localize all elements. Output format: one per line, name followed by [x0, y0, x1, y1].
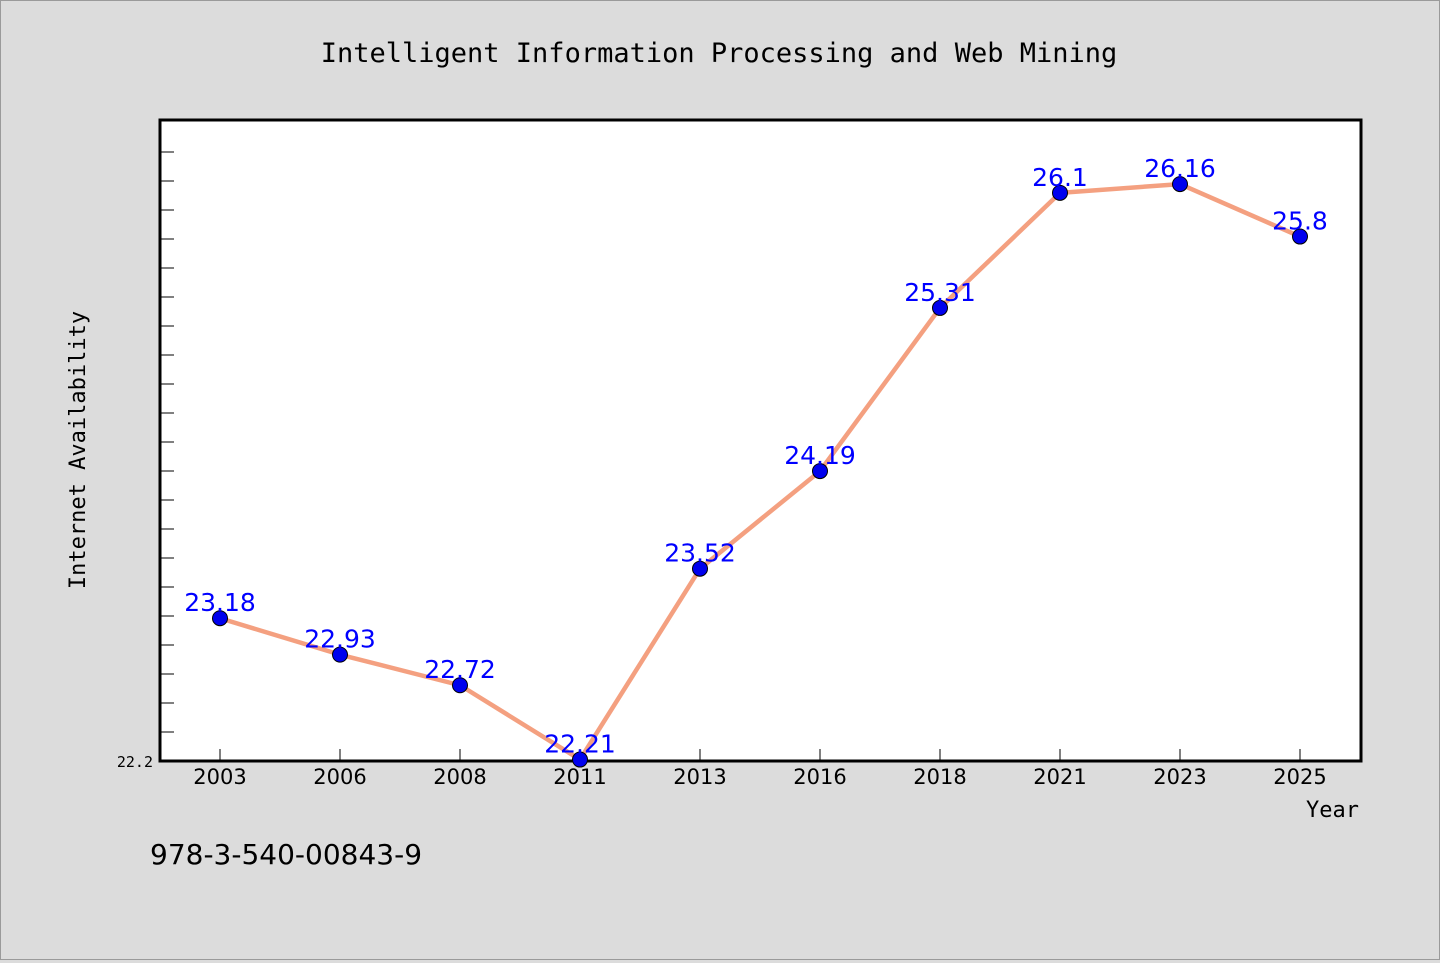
- x-tick-label: 2021: [1033, 765, 1086, 789]
- data-point: [1052, 184, 1068, 201]
- chart-title: Intelligent Information Processing and W…: [321, 38, 1118, 69]
- x-tick-label: 2025: [1273, 765, 1326, 789]
- data-point: [452, 677, 468, 694]
- series-line: [217, 181, 1303, 762]
- data-label: 24.19: [784, 441, 856, 470]
- data-point: [1292, 228, 1308, 245]
- isbn-label: 978-3-540-00843-9: [150, 838, 422, 871]
- x-tick-label: 2016: [793, 765, 846, 789]
- data-label: 22.93: [304, 625, 376, 654]
- x-tick-label: 2011: [553, 765, 606, 789]
- data-label: 26.1: [1032, 163, 1088, 192]
- plot-frame: [158, 118, 1363, 763]
- data-point: [692, 560, 708, 577]
- data-point: [932, 299, 948, 316]
- data-label: 25.8: [1272, 207, 1328, 236]
- data-point: [1172, 176, 1188, 193]
- plot-area: [160, 120, 1361, 761]
- x-tick-label: 2018: [913, 765, 966, 789]
- x-tick-label: 2023: [1153, 765, 1206, 789]
- data-point: [812, 463, 828, 480]
- x-tick-labels: 2003 2006 2008 2011 2013 2016 2018 2021 2023 2025: [193, 765, 1326, 789]
- data-label: 23.52: [664, 539, 736, 568]
- data-point: [332, 646, 348, 663]
- x-tick-label: 2003: [193, 765, 246, 789]
- y-tick-label: 22.2: [117, 753, 153, 771]
- x-tick-label: 2008: [433, 765, 486, 789]
- x-axis-title: Year: [1306, 798, 1359, 823]
- data-label: 25.31: [904, 278, 976, 307]
- data-point: [572, 751, 588, 768]
- y-axis-ticks: [160, 151, 174, 762]
- data-label: 22.72: [424, 655, 496, 684]
- data-labels: 23.18 22.93 22.72 22.21 23.52 24.19 25.31 26.1 2…: [184, 154, 1328, 758]
- x-tick-label: 2006: [313, 765, 366, 789]
- data-label: 23.18: [184, 588, 256, 617]
- y-axis-title: Internet Availability: [66, 311, 91, 589]
- data-label: 22.21: [544, 730, 616, 759]
- series-markers: [212, 176, 1308, 768]
- data-label: 26.16: [1144, 154, 1216, 183]
- x-axis-ticks: [219, 749, 1301, 761]
- x-tick-label: 2013: [673, 765, 726, 789]
- data-point: [212, 610, 228, 627]
